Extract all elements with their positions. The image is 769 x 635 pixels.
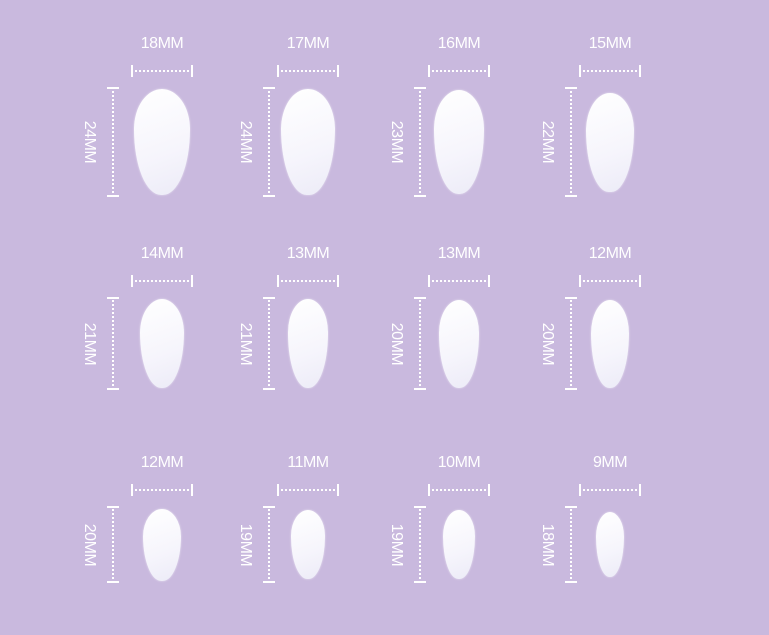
length-label: 20MM [388, 322, 405, 365]
width-label: 12MM [588, 245, 632, 262]
width-label: 9MM [592, 454, 628, 471]
width-measure-line [428, 275, 490, 287]
width-label: 11MM [287, 454, 329, 471]
nail-tip-shape [133, 89, 191, 195]
width-measure-line [428, 65, 490, 77]
width-measure-line [277, 275, 339, 287]
length-measure-line [263, 87, 275, 197]
length-label: 21MM [81, 322, 98, 365]
width-measure-line [131, 275, 193, 287]
length-measure-line [414, 297, 426, 390]
length-label: 19MM [237, 523, 254, 566]
width-measure-line [428, 484, 490, 496]
length-measure-line [414, 87, 426, 197]
length-measure-line [414, 506, 426, 583]
length-measure-line [565, 87, 577, 197]
length-measure-line [263, 297, 275, 390]
width-measure-line [579, 275, 641, 287]
length-measure-line [107, 297, 119, 390]
nail-tip-shape [287, 299, 329, 388]
length-label: 22MM [539, 120, 556, 164]
nail-tip-shape [290, 510, 326, 579]
nail-tip-shape [586, 92, 634, 192]
nail-tip-shape [595, 512, 625, 577]
length-measure-line [263, 506, 275, 583]
nail-tip-shape [443, 510, 475, 579]
width-measure-line [579, 65, 641, 77]
width-label: 18MM [140, 35, 184, 52]
length-label: 24MM [237, 120, 254, 164]
length-label: 19MM [388, 523, 405, 566]
width-label: 13MM [437, 245, 481, 262]
width-label: 16MM [437, 35, 481, 52]
length-measure-line [565, 506, 577, 583]
width-measure-line [131, 484, 193, 496]
width-measure-line [579, 484, 641, 496]
width-measure-line [131, 65, 193, 77]
width-label: 15MM [588, 35, 632, 52]
length-label: 18MM [539, 523, 556, 566]
width-measure-line [277, 484, 339, 496]
length-measure-line [565, 297, 577, 390]
length-measure-line [107, 87, 119, 197]
nail-tip-shape [438, 299, 480, 388]
length-label: 24MM [81, 120, 98, 164]
length-measure-line [107, 506, 119, 583]
width-label: 13MM [286, 245, 330, 262]
length-label: 23MM [388, 120, 405, 164]
width-label: 17MM [286, 35, 330, 52]
nail-tip-shape [281, 89, 335, 195]
length-label: 20MM [539, 322, 556, 365]
width-label: 12MM [140, 454, 184, 471]
nail-tip-shape [139, 299, 185, 388]
length-label: 20MM [81, 523, 98, 566]
nail-tip-shape [433, 90, 485, 194]
nail-tip-shape [591, 299, 629, 388]
width-label: 10MM [437, 454, 481, 471]
length-label: 21MM [237, 322, 254, 365]
nail-tip-shape [143, 508, 181, 581]
width-label: 14MM [140, 245, 184, 262]
width-measure-line [277, 65, 339, 77]
